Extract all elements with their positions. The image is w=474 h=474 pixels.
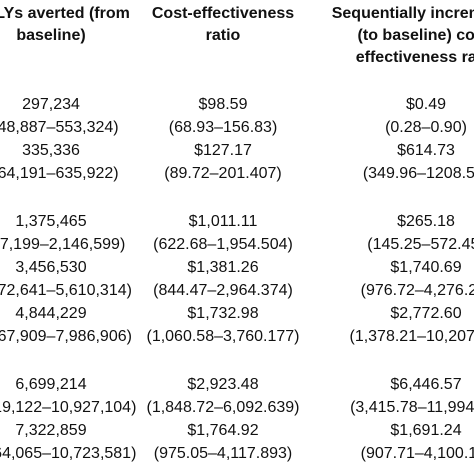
cer-value: $98.59 bbox=[198, 96, 248, 113]
cer-interval: (1,848.72–6,092.639) bbox=[146, 399, 300, 416]
cer-value: $127.17 bbox=[194, 142, 252, 159]
cer-value: $1,011.11 bbox=[188, 213, 258, 230]
cer-value: $1,381.26 bbox=[187, 259, 259, 276]
icer-value: $0.49 bbox=[405, 96, 447, 113]
cer-value: $2,923.48 bbox=[187, 376, 259, 393]
icer-value: $1,691.24 bbox=[390, 422, 462, 439]
icer-interval: (907.71–4,100.15) bbox=[360, 445, 474, 462]
dalys-header-line-2: baseline) bbox=[16, 27, 86, 44]
icer-value: $6,446.57 bbox=[390, 376, 462, 393]
cer-interval: (622.68–1,954.504) bbox=[153, 236, 293, 253]
dalys-value: 297,234 bbox=[22, 96, 80, 113]
cer-interval: (844.47–2,964.374) bbox=[153, 282, 293, 299]
dalys-value: 1,375,465 bbox=[15, 213, 87, 230]
icer-value: $1,740.69 bbox=[390, 259, 462, 276]
dalys-interval: (3,619,122–10,927,104) bbox=[0, 399, 137, 416]
cer-interval: (68.93–156.83) bbox=[168, 119, 278, 136]
icer-interval: (3,415.78–11,994.18) bbox=[350, 399, 474, 416]
dalys-interval: (677,199–2,146,599) bbox=[0, 236, 126, 253]
dalys-value: 3,456,530 bbox=[15, 259, 87, 276]
dalys-interval: (2,567,909–7,986,906) bbox=[0, 328, 132, 345]
icer-interval: (145.25–572.45) bbox=[367, 236, 474, 253]
dalys-interval: (148,887–553,324) bbox=[0, 119, 119, 136]
icer-value: $2,772.60 bbox=[390, 305, 462, 322]
cer-header-line-2: ratio bbox=[205, 27, 241, 44]
cer-value: $1,764.92 bbox=[187, 422, 259, 439]
icer-header-line-1: Sequentially incremental bbox=[331, 5, 474, 22]
icer-value: $265.18 bbox=[397, 213, 455, 230]
dalys-value: 7,322,859 bbox=[15, 422, 87, 439]
icer-header-line-2: (to baseline) cost- bbox=[357, 27, 474, 44]
icer-interval: (976.72–4,276.23) bbox=[360, 282, 474, 299]
dalys-interval: (164,191–635,922) bbox=[0, 165, 119, 182]
cer-interval: (975.05–4,117.893) bbox=[153, 445, 293, 462]
dalys-value: 4,844,229 bbox=[15, 305, 87, 322]
cer-interval: (1,060.58–3,760.177) bbox=[146, 328, 300, 345]
cer-header-line-1: Cost-effectiveness bbox=[151, 5, 295, 22]
dalys-interval: (1,772,641–5,610,314) bbox=[0, 282, 132, 299]
icer-interval: (0.28–0.90) bbox=[385, 119, 467, 136]
icer-interval: (1,378.21–10,207.38) bbox=[349, 328, 474, 345]
dalys-value: 6,699,214 bbox=[15, 376, 87, 393]
dalys-value: 335,336 bbox=[22, 142, 80, 159]
icer-value: $614.73 bbox=[397, 142, 455, 159]
cer-value: $1,732.98 bbox=[187, 305, 259, 322]
dalys-header-line-1: DALYs averted (from bbox=[0, 5, 130, 22]
cer-interval: (89.72–201.407) bbox=[164, 165, 282, 182]
icer-interval: (349.96–1208.54) bbox=[362, 165, 474, 182]
icer-header-line-3: effectiveness ratio bbox=[355, 49, 474, 66]
dalys-interval: (4,064,065–10,723,581) bbox=[0, 445, 137, 462]
